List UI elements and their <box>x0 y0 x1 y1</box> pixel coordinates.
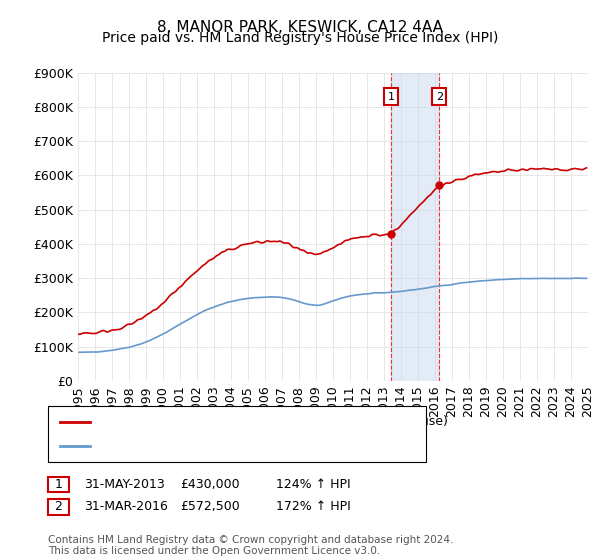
Text: 8, MANOR PARK, KESWICK, CA12 4AA: 8, MANOR PARK, KESWICK, CA12 4AA <box>157 20 443 35</box>
Text: 124% ↑ HPI: 124% ↑ HPI <box>276 478 350 491</box>
Point <box>434 180 444 189</box>
Bar <box>391 73 439 381</box>
Text: Contains HM Land Registry data © Crown copyright and database right 2024.
This d: Contains HM Land Registry data © Crown c… <box>48 535 454 557</box>
Text: 31-MAY-2013: 31-MAY-2013 <box>84 478 165 491</box>
Text: £430,000: £430,000 <box>180 478 239 491</box>
Text: 1: 1 <box>388 92 395 102</box>
Text: 8, MANOR PARK, KESWICK, CA12 4AA (detached house): 8, MANOR PARK, KESWICK, CA12 4AA (detach… <box>99 415 448 428</box>
Text: 2: 2 <box>55 500 62 514</box>
Text: 2: 2 <box>436 92 443 102</box>
Point <box>386 229 396 238</box>
Text: 1: 1 <box>55 478 62 491</box>
Text: 172% ↑ HPI: 172% ↑ HPI <box>276 500 351 514</box>
Text: HPI: Average price, detached house, Cumberland: HPI: Average price, detached house, Cumb… <box>99 440 408 453</box>
Text: 31-MAR-2016: 31-MAR-2016 <box>84 500 168 514</box>
Text: £572,500: £572,500 <box>180 500 240 514</box>
Text: Price paid vs. HM Land Registry's House Price Index (HPI): Price paid vs. HM Land Registry's House … <box>102 31 498 45</box>
